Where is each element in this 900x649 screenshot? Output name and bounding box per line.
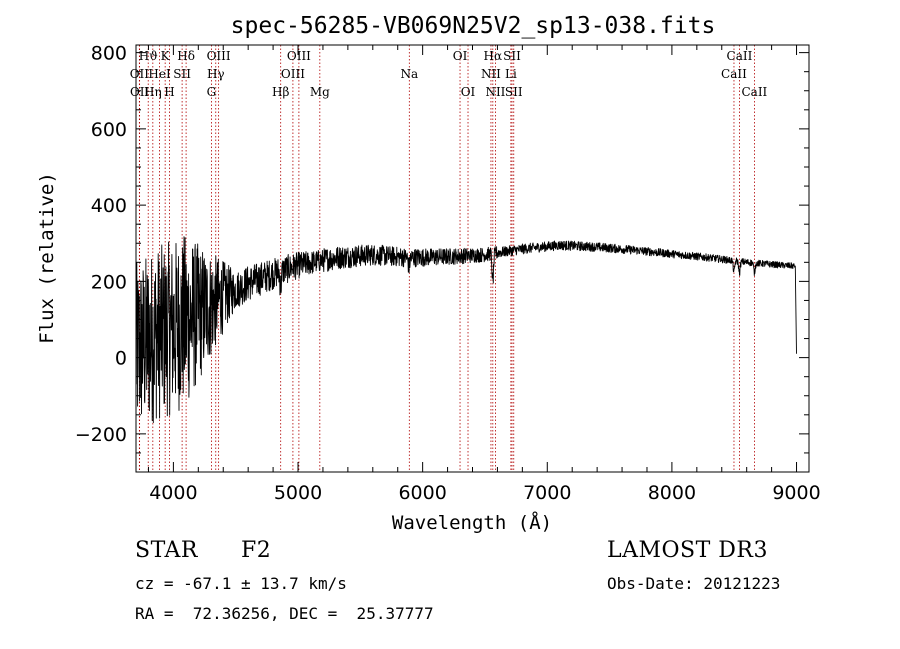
- spectrum-trace: [135, 236, 797, 424]
- y-axis-label: Flux (relative): [36, 172, 58, 344]
- spectral-line-label: Hϑ: [139, 49, 158, 63]
- spectral-line-label: CaII: [741, 85, 767, 99]
- spectral-line-label: CaII: [727, 49, 753, 63]
- spectral-line-label: SII: [173, 67, 191, 81]
- spectral-line-label: OI: [461, 85, 476, 99]
- spectral-line-label: OIII: [207, 49, 231, 63]
- spectral-line-label: K: [161, 49, 171, 63]
- observation-date: Obs-Date: 20121223: [607, 574, 781, 593]
- x-tick-label: 6000: [398, 482, 446, 504]
- redshift-readout: cz = -67.1 ± 13.7 km/s: [135, 574, 347, 593]
- spectral-line-label: Hα: [484, 49, 503, 63]
- spectral-line-label: Li: [505, 67, 517, 81]
- spectral-line-label: SII: [503, 49, 521, 63]
- x-tick-label: 9000: [772, 482, 820, 504]
- spectral-line-label: NII: [481, 67, 501, 81]
- chart-title: spec-56285-VB069N25V2_sp13-038.fits: [231, 13, 716, 39]
- spectral-line-label: HeI: [148, 67, 171, 81]
- spectral-line-label: OIII: [287, 49, 311, 63]
- y-tick-label: 600: [91, 119, 127, 141]
- object-class: STAR: [135, 538, 198, 563]
- spectral-line-label: Na: [400, 67, 418, 81]
- spectral-line-label: CaII: [721, 67, 747, 81]
- spectral-line-label: NII: [485, 85, 505, 99]
- y-tick-label: 200: [91, 271, 127, 293]
- x-tick-label: 7000: [523, 482, 571, 504]
- x-tick-label: 4000: [149, 482, 197, 504]
- y-tick-label: 0: [115, 348, 127, 370]
- spectral-line-label: OI: [453, 49, 468, 63]
- spectral-line-label: G: [207, 85, 217, 99]
- spectral-line-label: Hδ: [177, 49, 195, 63]
- object-subclass: F2: [241, 538, 272, 563]
- spectral-line-label: Hγ: [207, 67, 225, 81]
- spectral-line-label: SII: [505, 85, 523, 99]
- y-tick-label: 800: [91, 43, 127, 65]
- spectrum-line: [135, 236, 797, 424]
- coordinates-readout: RA = 72.36256, DEC = 25.37777: [135, 604, 434, 623]
- spectral-line-label: Hβ: [272, 85, 289, 99]
- spectral-line-label: OII: [130, 85, 150, 99]
- x-tick-label: 8000: [648, 482, 696, 504]
- spectral-line-label: Mg: [310, 85, 330, 99]
- x-axis-label: Wavelength (Å): [392, 511, 552, 534]
- y-tick-label: 400: [91, 195, 127, 217]
- spectral-line-label: Hη: [144, 85, 162, 99]
- spectral-line-label: H: [164, 85, 174, 99]
- spectral-line-label: OII: [130, 67, 150, 81]
- spectral-line-label: OIII: [281, 67, 305, 81]
- y-tick-label: −200: [75, 424, 127, 446]
- axis-ticks: 4000 5000 6000 7000 8000 9000 −200 0 200 400 600 80…: [75, 43, 821, 504]
- x-tick-label: 5000: [274, 482, 322, 504]
- survey-name: LAMOST DR3: [607, 538, 768, 563]
